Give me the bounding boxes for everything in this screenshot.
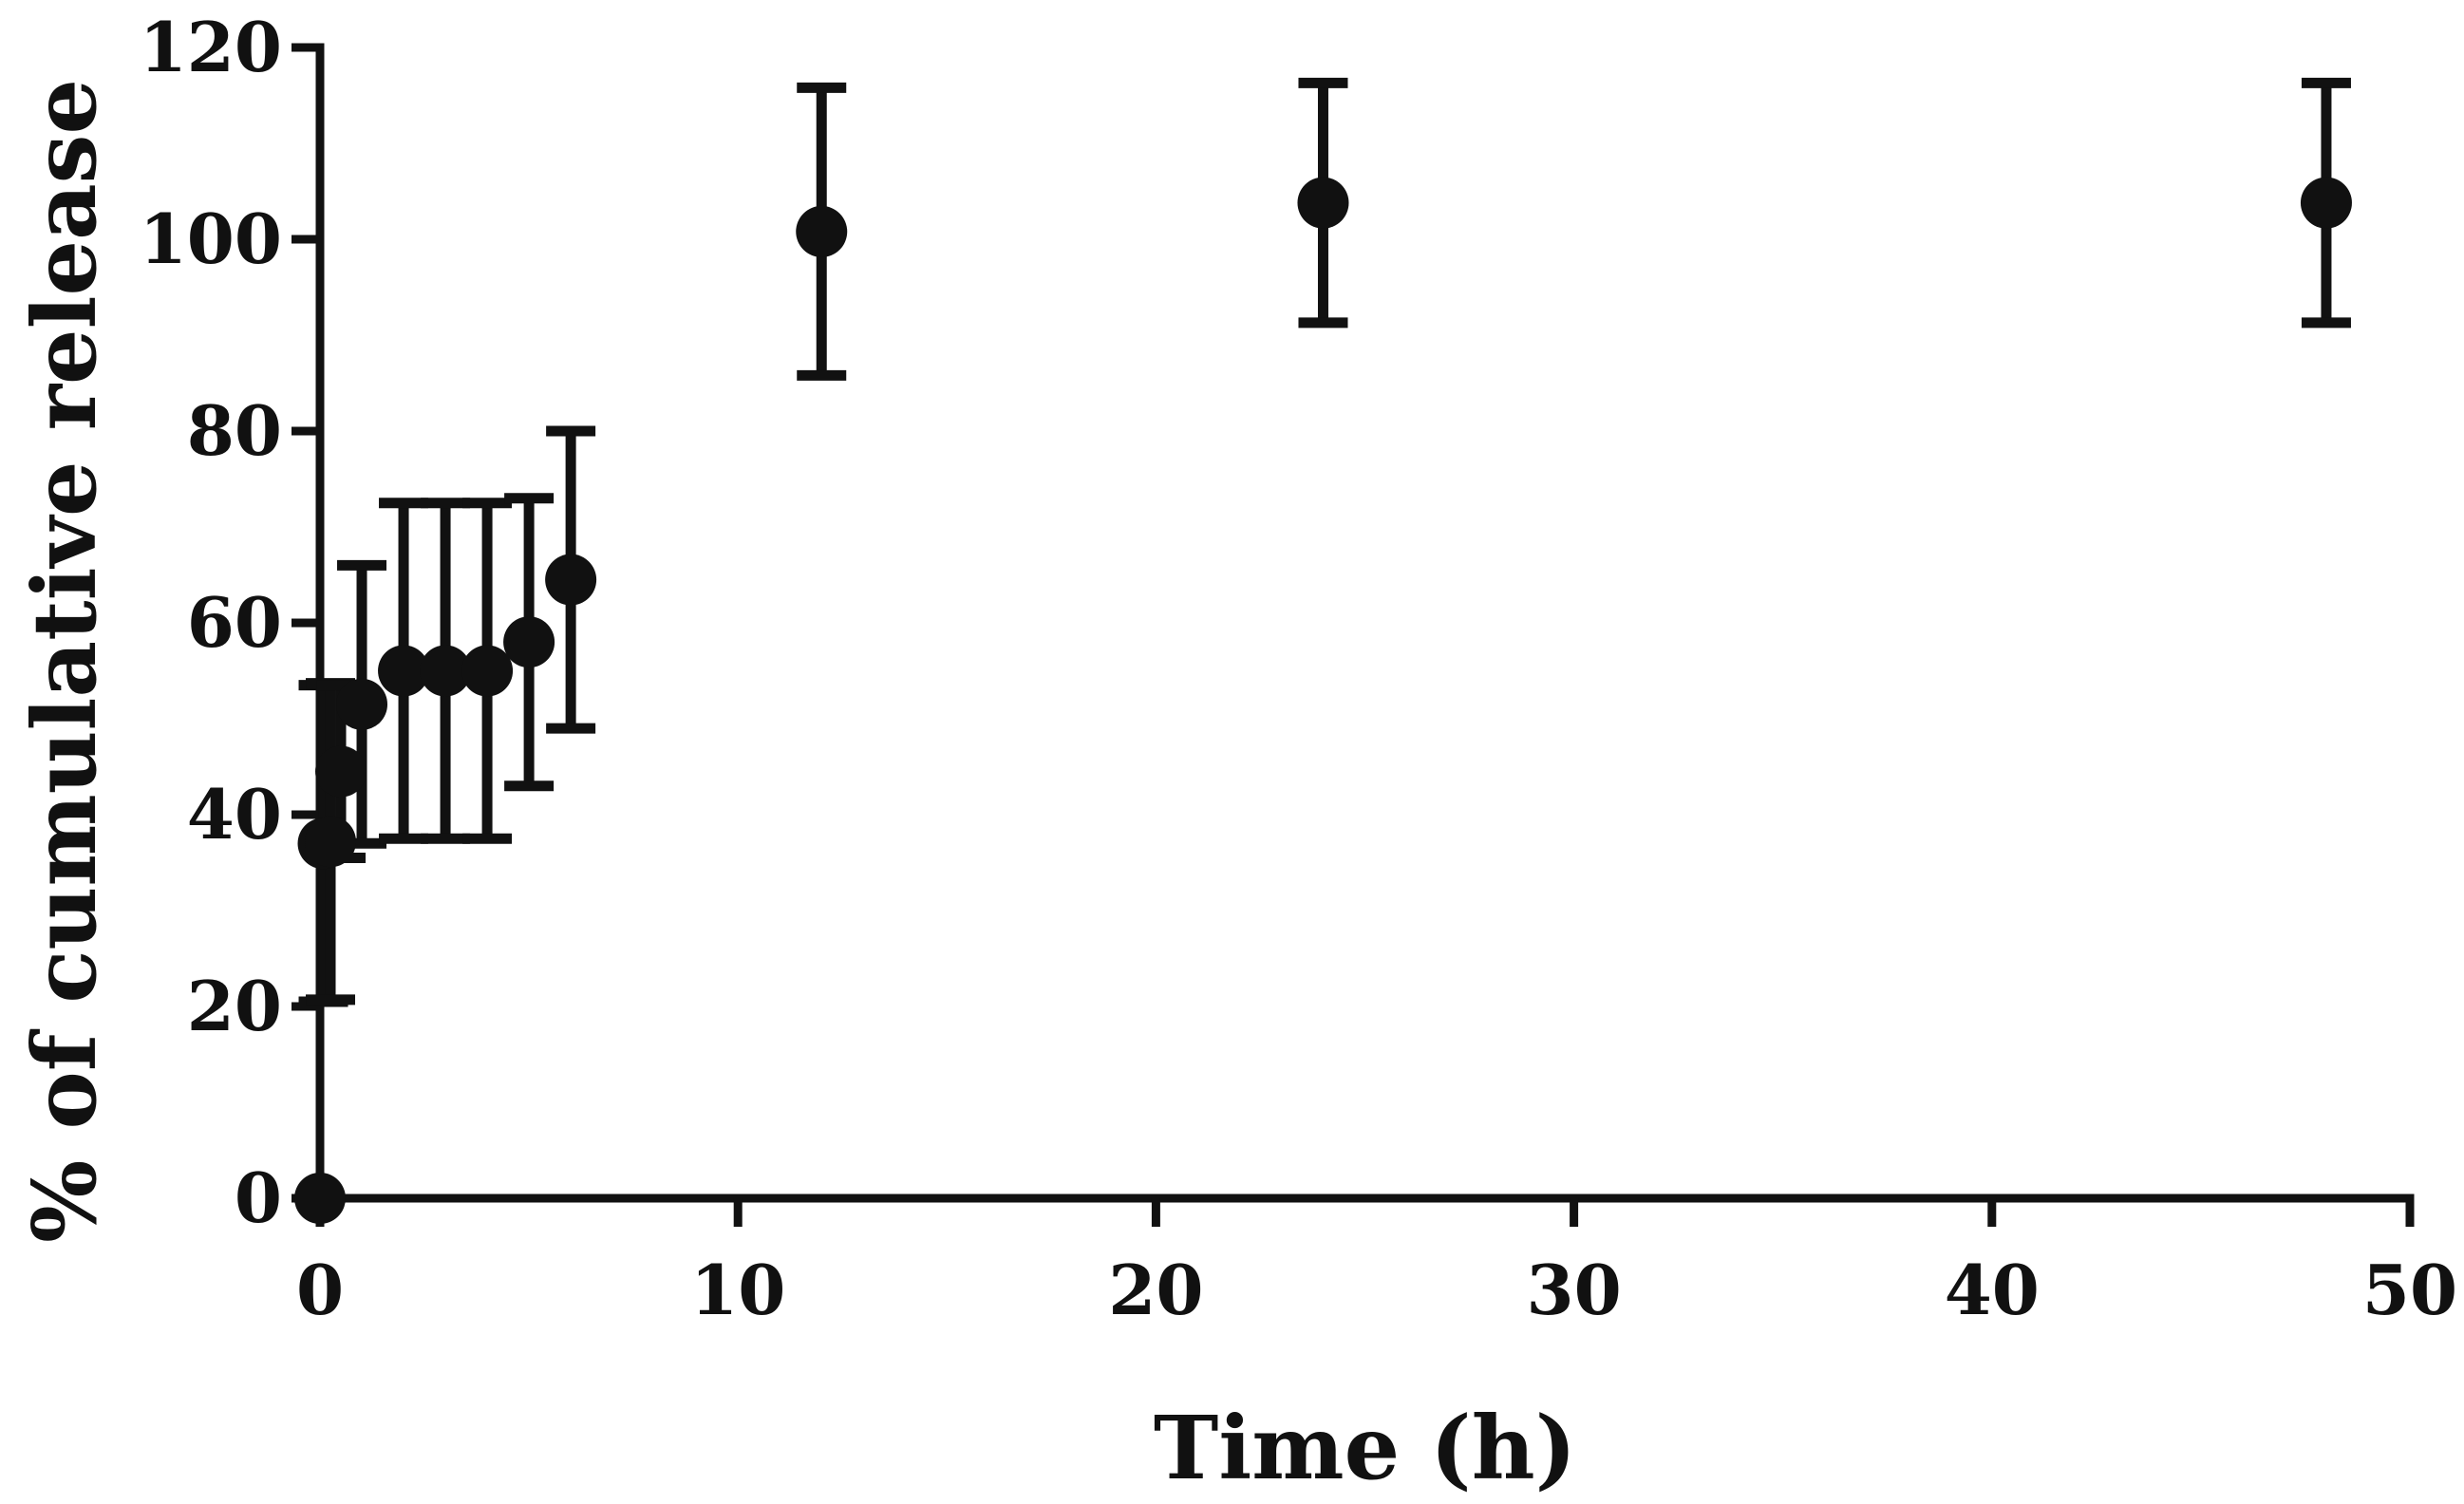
x-ticks: 0 10 20 30 40 50 [296, 1198, 2457, 1330]
x-tick-label-0: 0 [296, 1250, 344, 1330]
x-tick-label-20: 20 [1108, 1250, 1203, 1330]
y-tick-label-120: 120 [140, 7, 282, 87]
x-tick-label-30: 30 [1526, 1250, 1621, 1330]
data-point-12 [2300, 177, 2352, 229]
y-tick-label-40: 40 [187, 774, 282, 855]
data-point-2 [305, 816, 357, 868]
data-point-11 [1297, 177, 1349, 229]
data-point-5 [378, 645, 430, 697]
data-points [294, 177, 2352, 1224]
data-point-3 [315, 745, 367, 798]
data-point-7 [461, 645, 514, 697]
data-point-6 [420, 645, 472, 697]
x-tick-label-50: 50 [2362, 1250, 2457, 1330]
axes [315, 43, 2415, 1203]
y-axis-title: % of cumulative release [13, 79, 116, 1243]
x-tick-label-10: 10 [690, 1250, 785, 1330]
y-tick-label-100: 100 [140, 198, 282, 279]
data-point-10 [796, 205, 848, 257]
data-point-4 [336, 678, 388, 730]
y-tick-label-20: 20 [187, 966, 282, 1046]
y-tick-label-80: 80 [187, 390, 282, 471]
y-tick-label-0: 0 [235, 1157, 282, 1238]
y-tick-label-60: 60 [187, 582, 282, 663]
data-point-9 [545, 554, 597, 606]
y-ticks: 0 20 40 60 80 100 120 [140, 7, 320, 1238]
x-axis-title: Time (h) [1154, 1397, 1576, 1499]
x-tick-label-40: 40 [1945, 1250, 2040, 1330]
data-point-0 [294, 1173, 346, 1224]
data-point-8 [503, 616, 555, 668]
